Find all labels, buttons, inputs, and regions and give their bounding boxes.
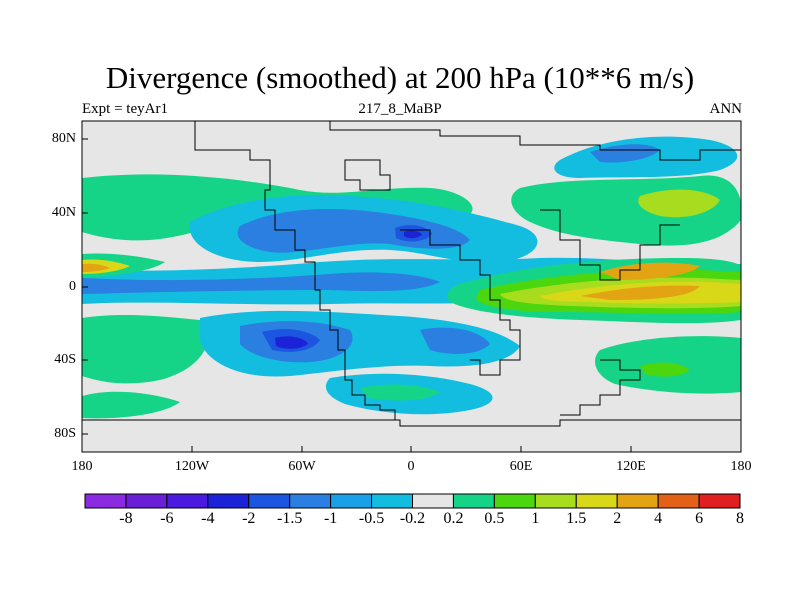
- coastline-north-america: [194, 121, 396, 420]
- lon-label-180e: 180: [730, 459, 752, 474]
- contour-southern-ocean-green: [82, 391, 180, 419]
- colorbar-label: 8: [736, 510, 744, 527]
- colorbar-swatch: [330, 493, 373, 509]
- colorbar-swatch: [289, 493, 332, 509]
- colorbar-swatch: [84, 493, 127, 509]
- colorbar-label: 6: [695, 510, 704, 527]
- map-title: Divergence (smoothed) at 200 hPa (10**6 …: [105, 60, 695, 95]
- colorbar-swatch: [657, 493, 700, 509]
- colorbar-label: 0.2: [443, 510, 464, 527]
- lat-label-80s: 80S: [54, 426, 76, 441]
- lon-label-120w: 120W: [174, 459, 210, 474]
- contour-south-atlantic-blue: [420, 327, 490, 354]
- colorbar-label: -2: [242, 510, 256, 527]
- colorbar-label: -1.5: [277, 510, 303, 527]
- lon-label-60e: 60E: [509, 459, 533, 474]
- contour-field: [82, 121, 741, 452]
- contour-asia-yellowgreen: [638, 189, 720, 218]
- colorbar-swatch: [452, 493, 495, 509]
- colorbar-swatch: [371, 493, 413, 509]
- colorbar-swatch: [698, 493, 741, 509]
- contour-sh-green: [82, 314, 208, 384]
- lon-label-0: 0: [407, 459, 415, 474]
- colorbar-swatch: [125, 493, 168, 509]
- colorbar-label: 0.5: [484, 510, 505, 527]
- colorbar-swatch: [616, 493, 659, 509]
- colorbar-swatch: [248, 493, 291, 509]
- colorbar-label: 4: [654, 510, 663, 527]
- colorbar-swatch: [534, 493, 577, 509]
- coastline-greenland: [344, 159, 391, 191]
- contour-sh-core: [275, 336, 308, 349]
- coastline-australia: [560, 359, 641, 416]
- contour-southern-ocean-green-center: [360, 384, 440, 401]
- colorbar-label: -6: [160, 510, 174, 527]
- axis-ticks: [82, 138, 632, 452]
- coastline-eurasia: [329, 121, 741, 161]
- experiment-label: Expt = teyAr1: [82, 101, 168, 117]
- lat-label-80n: 80N: [51, 131, 76, 146]
- colorbar-label: 2: [613, 510, 622, 527]
- contour-nh-dark-core: [404, 230, 422, 239]
- contour-nh-blue: [237, 209, 470, 253]
- colorbar-label: -4: [201, 510, 215, 527]
- coastlines: [82, 121, 741, 427]
- colorbar-label: 1.5: [566, 510, 587, 527]
- colorbar-swatch: [575, 493, 618, 509]
- contour-west-pacific-orange: [82, 263, 110, 272]
- season-label: ANN: [709, 101, 743, 117]
- lon-label-180w: 180: [71, 459, 93, 474]
- colorbar-label: -0.5: [358, 510, 385, 527]
- lat-label-40n: 40N: [51, 205, 76, 220]
- colorbar-label: -8: [119, 510, 133, 527]
- period-label: 217_8_MaBP: [358, 101, 442, 117]
- coastline-asia-south: [540, 209, 680, 281]
- contour-arctic-dark: [590, 144, 660, 163]
- colorbar-swatch: [166, 493, 209, 509]
- contour-tropics-blue: [82, 272, 440, 294]
- contour-io-orange: [580, 285, 700, 300]
- contour-south-green-east: [640, 362, 690, 377]
- colorbar-label: -0.2: [399, 510, 426, 527]
- colorbar-label: 1: [531, 510, 540, 527]
- coastline-africa-europe: [400, 229, 521, 376]
- lat-label-equator: 0: [69, 279, 76, 294]
- contour-wp-orange-north: [600, 262, 700, 280]
- lon-label-120e: 120E: [616, 459, 646, 474]
- lat-label-40s: 40S: [54, 352, 76, 367]
- colorbar-swatch: [412, 493, 454, 509]
- colorbar: [84, 493, 741, 509]
- colorbar-label: -1: [323, 510, 338, 527]
- colorbar-swatch: [493, 493, 536, 509]
- coastline-antarctica: [82, 419, 741, 427]
- lon-label-60w: 60W: [288, 459, 316, 474]
- colorbar-swatch: [207, 493, 250, 509]
